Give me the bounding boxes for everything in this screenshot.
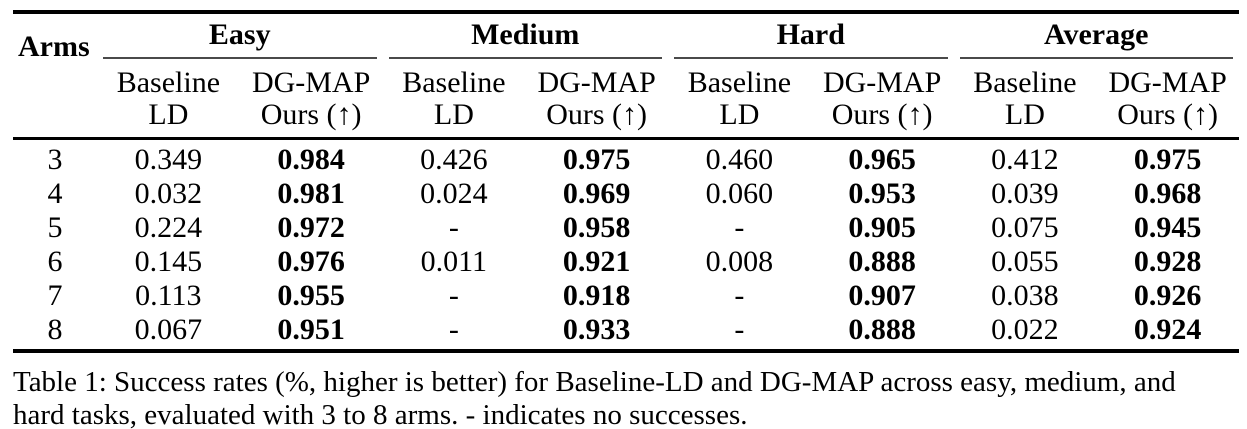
value-easy-baseline: 0.032 [134,177,203,210]
value-medium-baseline: 0.024 [420,177,488,210]
table-row: 6 0.145 0.976 0.011 0.921 0.008 0.888 0.… [13,245,1239,279]
arms-cell: 8 [13,313,97,353]
group-label-medium: Medium [471,18,580,51]
value-hard-ours: 0.888 [848,245,916,278]
subheader-easy-ours: DG-MAP Ours (↑) [239,65,383,140]
arms-cell: 3 [47,143,63,176]
value-easy-ours: 0.981 [277,177,345,210]
value-average-baseline: 0.038 [991,279,1059,312]
value-average-baseline: 0.055 [991,245,1059,278]
value-medium-ours: 0.958 [562,211,631,244]
value-hard-baseline: 0.008 [705,245,774,278]
value-easy-baseline: 0.113 [135,279,202,312]
table-row: 3 0.349 0.984 0.426 0.975 0.460 0.965 0.… [13,139,1239,178]
table-caption: Table 1: Success rates (%, higher is bet… [13,366,1239,429]
group-header-average: Average [954,12,1240,65]
value-hard-ours: 0.953 [848,177,916,210]
value-average-baseline: 0.412 [991,143,1059,176]
value-easy-ours: 0.972 [277,211,345,244]
group-underline-rule [674,57,948,59]
caption-line-1: Table 1: Success rates (%, higher is bet… [13,366,1176,398]
group-label-hard: Hard [776,18,845,51]
value-medium-ours: 0.933 [525,313,668,353]
table-row: 7 0.113 0.955 - 0.918 - 0.907 0.038 0.92… [13,279,1239,313]
value-average-ours: 0.924 [1096,313,1239,353]
subheader-average-ours: DG-MAP Ours (↑) [1096,65,1239,140]
value-average-ours: 0.945 [1133,211,1202,244]
value-medium-baseline: - [448,211,459,244]
value-medium-ours: 0.975 [562,143,631,176]
value-hard-ours: 0.965 [848,143,916,176]
table-row: 4 0.032 0.981 0.024 0.969 0.060 0.953 0.… [13,177,1239,211]
value-easy-baseline: 0.067 [97,313,240,353]
value-easy-baseline: 0.349 [134,143,203,176]
group-underline-rule [959,57,1233,59]
value-easy-ours: 0.976 [277,245,345,278]
sub-header-row: Baseline LD DG-MAP Ours (↑) Baseline LD … [13,65,1239,140]
value-easy-ours: 0.951 [239,313,383,353]
group-label-easy: Easy [208,18,271,51]
group-underline-rule [103,57,377,59]
value-hard-baseline: - [734,279,745,312]
group-underline-rule [388,57,662,59]
arms-cell: 5 [47,211,63,244]
value-easy-baseline: 0.145 [134,245,203,278]
value-hard-baseline: - [668,313,811,353]
subheader-easy-baseline: Baseline LD [97,65,240,140]
arms-cell: 7 [47,279,63,312]
value-hard-ours: 0.888 [810,313,954,353]
value-average-ours: 0.968 [1133,177,1202,210]
value-medium-ours: 0.921 [562,245,631,278]
value-easy-ours: 0.984 [277,143,345,176]
value-average-baseline: 0.039 [991,177,1059,210]
group-header-hard: Hard [668,12,954,65]
value-medium-ours: 0.918 [562,279,631,312]
subheader-average-baseline: Baseline LD [953,65,1097,140]
value-hard-ours: 0.905 [848,211,916,244]
value-medium-baseline: - [382,313,526,353]
paper-page: Arms Easy Medium Hard Average [0,10,1247,429]
value-medium-ours: 0.969 [562,177,631,210]
value-hard-baseline: - [734,211,745,244]
value-average-ours: 0.975 [1133,143,1202,176]
value-hard-ours: 0.907 [848,279,916,312]
value-average-baseline: 0.075 [991,211,1059,244]
subheader-medium-baseline: Baseline LD [382,65,526,140]
value-easy-baseline: 0.224 [134,211,203,244]
group-label-average: Average [1044,18,1149,51]
subheader-hard-ours: DG-MAP Ours (↑) [810,65,954,140]
caption-line-2: hard tasks, evaluated with 3 to 8 arms. … [13,399,748,429]
value-medium-baseline: 0.426 [420,143,488,176]
value-hard-baseline: 0.460 [705,143,774,176]
group-header-easy: Easy [97,12,383,65]
value-medium-baseline: - [448,279,459,312]
subheader-hard-baseline: Baseline LD [668,65,811,140]
value-average-ours: 0.928 [1133,245,1202,278]
value-average-ours: 0.926 [1133,279,1202,312]
results-table: Arms Easy Medium Hard Average [13,10,1239,353]
value-easy-ours: 0.955 [277,279,345,312]
arms-cell: 4 [47,177,63,210]
value-hard-baseline: 0.060 [705,177,774,210]
arms-column-header: Arms [13,12,97,140]
table-row: 5 0.224 0.972 - 0.958 - 0.905 0.075 0.94… [13,211,1239,245]
group-header-medium: Medium [383,12,669,65]
arms-cell: 6 [47,245,63,278]
table-row: 8 0.067 0.951 - 0.933 - 0.888 0.022 0.92… [13,313,1239,353]
value-medium-baseline: 0.011 [420,245,488,278]
subheader-medium-ours: DG-MAP Ours (↑) [525,65,668,140]
group-header-row: Arms Easy Medium Hard Average [13,12,1240,140]
value-average-baseline: 0.022 [953,313,1097,353]
